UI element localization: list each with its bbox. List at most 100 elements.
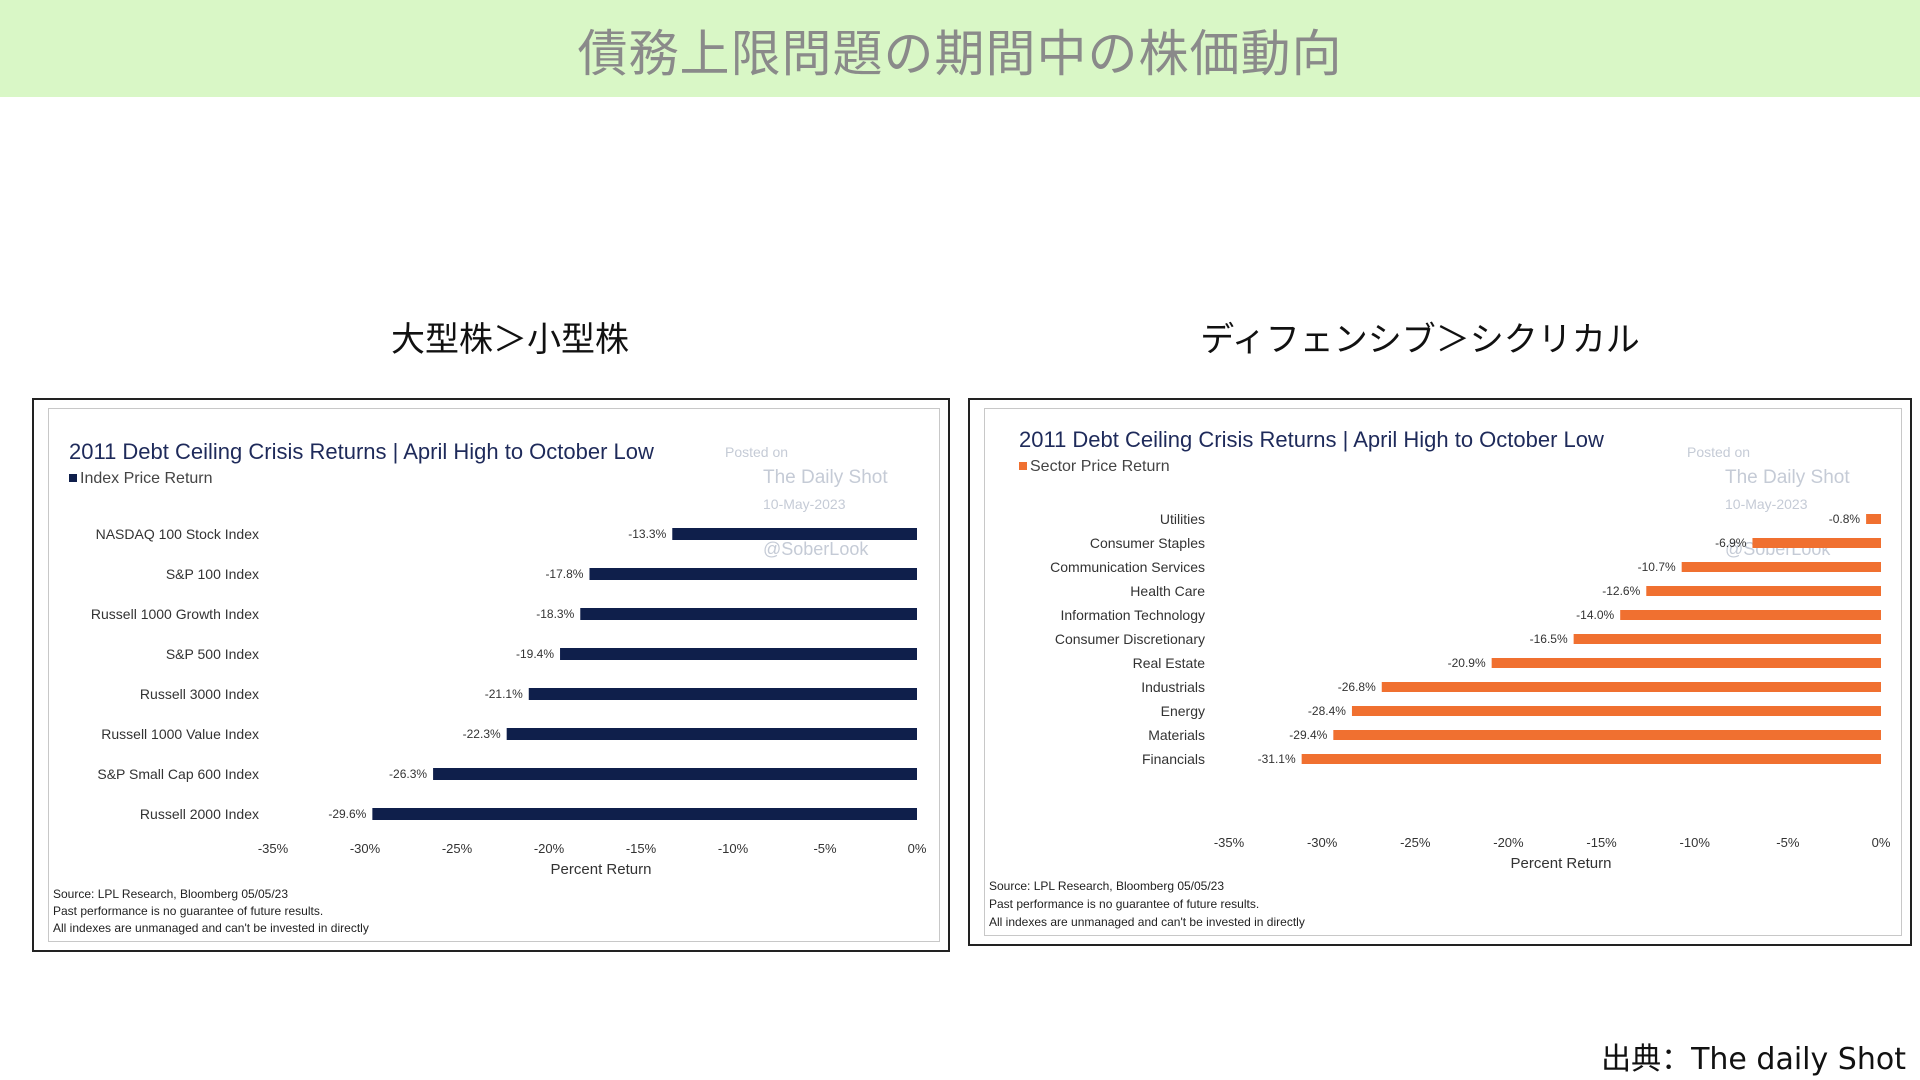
watermark-date: 10-May-2023	[1725, 496, 1808, 512]
category-label: Health Care	[1130, 583, 1205, 599]
bar	[1301, 754, 1881, 764]
bar	[1620, 610, 1881, 620]
watermark-posted: Posted on	[1687, 444, 1750, 460]
data-label: -21.1%	[485, 687, 523, 701]
category-label: Financials	[1142, 751, 1205, 767]
category-label: Industrials	[1141, 679, 1205, 695]
legend-swatch	[1019, 462, 1027, 470]
bar	[560, 648, 917, 660]
x-tick-label: 0%	[908, 841, 927, 856]
bar	[1752, 538, 1881, 548]
source-line-1: Source: LPL Research, Bloomberg 05/05/23	[989, 879, 1225, 893]
category-label: Russell 1000 Value Index	[101, 726, 259, 742]
watermark-posted: Posted on	[725, 444, 788, 460]
x-tick-label: -20%	[534, 841, 565, 856]
x-tick-label: -10%	[1680, 835, 1711, 850]
legend-label: Sector Price Return	[1030, 458, 1170, 475]
right-subtitle: ディフェンシブ＞シクリカル	[1200, 320, 1640, 360]
bar	[1681, 562, 1881, 572]
bar	[372, 808, 917, 820]
category-label: Information Technology	[1061, 607, 1206, 623]
x-tick-label: -25%	[442, 841, 473, 856]
index-returns-chart: 2011 Debt Ceiling Crisis Returns | April…	[69, 439, 927, 878]
x-tick-label: -5%	[1776, 835, 1800, 850]
left-chart-panel: 2011 Debt Ceiling Crisis Returns | April…	[48, 408, 940, 942]
bar	[580, 608, 917, 620]
x-tick-label: -15%	[626, 841, 657, 856]
sector-returns-chart: 2011 Debt Ceiling Crisis Returns | April…	[1019, 427, 1891, 872]
source-line-2: Past performance is no guarantee of futu…	[53, 904, 324, 918]
data-label: -29.4%	[1289, 728, 1327, 742]
x-tick-label: -30%	[350, 841, 381, 856]
title-banner: 債務上限問題の期間中の株価動向	[0, 0, 1920, 97]
category-label: NASDAQ 100 Stock Index	[96, 526, 259, 542]
bar	[506, 728, 917, 740]
x-tick-label: -35%	[258, 841, 289, 856]
chart-title: 2011 Debt Ceiling Crisis Returns | April…	[1019, 427, 1604, 452]
category-label: Russell 2000 Index	[140, 806, 259, 822]
data-label: -22.3%	[463, 727, 501, 741]
bar	[1646, 586, 1881, 596]
bar	[1381, 682, 1881, 692]
bar	[1491, 658, 1881, 668]
bar	[1866, 514, 1881, 524]
source-line-3: All indexes are unmanaged and can't be i…	[53, 921, 369, 935]
watermark-date: 10-May-2023	[763, 496, 846, 512]
category-label: Russell 3000 Index	[140, 686, 259, 702]
legend-label: Index Price Return	[80, 470, 213, 487]
right-chart-frame: 2011 Debt Ceiling Crisis Returns | April…	[968, 398, 1912, 946]
data-label: -6.9%	[1715, 536, 1747, 550]
bar	[589, 568, 917, 580]
watermark-brand: The Daily Shot	[1725, 467, 1850, 488]
category-label: S&P Small Cap 600 Index	[97, 766, 259, 782]
source-credit: 出典：The daily Shot	[1601, 1042, 1906, 1077]
chart-title: 2011 Debt Ceiling Crisis Returns | April…	[69, 439, 654, 464]
x-tick-label: -5%	[813, 841, 837, 856]
x-tick-label: -20%	[1493, 835, 1524, 850]
x-tick-label: -15%	[1586, 835, 1617, 850]
x-tick-label: -10%	[718, 841, 749, 856]
data-label: -10.7%	[1638, 560, 1676, 574]
data-label: -28.4%	[1308, 704, 1346, 718]
category-label: Energy	[1161, 703, 1205, 719]
bar	[1351, 706, 1881, 716]
page-title: 債務上限問題の期間中の株価動向	[577, 25, 1343, 83]
x-tick-label: -35%	[1214, 835, 1245, 850]
data-label: -12.6%	[1602, 584, 1640, 598]
data-label: -31.1%	[1258, 752, 1296, 766]
data-label: -17.8%	[545, 567, 583, 581]
bar	[1573, 634, 1881, 644]
left-chart-frame: 2011 Debt Ceiling Crisis Returns | April…	[32, 398, 950, 952]
bar	[433, 768, 917, 780]
x-axis-label: Percent Return	[1511, 855, 1612, 872]
data-label: -26.8%	[1338, 680, 1376, 694]
data-label: -20.9%	[1448, 656, 1486, 670]
category-label: Russell 1000 Growth Index	[91, 606, 259, 622]
watermark-brand: The Daily Shot	[763, 467, 888, 488]
data-label: -29.6%	[328, 807, 366, 821]
right-chart-panel: 2011 Debt Ceiling Crisis Returns | April…	[984, 408, 1902, 936]
watermark-handle: @SoberLook	[763, 539, 869, 559]
x-tick-label: -30%	[1307, 835, 1338, 850]
x-axis-label: Percent Return	[551, 861, 652, 878]
data-label: -18.3%	[536, 607, 574, 621]
category-label: Utilities	[1160, 511, 1205, 527]
category-label: Real Estate	[1133, 655, 1206, 671]
source-line-2: Past performance is no guarantee of futu…	[989, 897, 1260, 911]
data-label: -26.3%	[389, 767, 427, 781]
legend-swatch	[69, 474, 77, 482]
data-label: -16.5%	[1530, 632, 1568, 646]
category-label: Materials	[1148, 727, 1205, 743]
x-tick-label: 0%	[1872, 835, 1891, 850]
source-line-1: Source: LPL Research, Bloomberg 05/05/23	[53, 887, 289, 901]
x-tick-label: -25%	[1400, 835, 1431, 850]
left-subtitle: 大型株＞小型株	[391, 320, 629, 360]
bar	[528, 688, 917, 700]
category-label: Consumer Staples	[1090, 535, 1205, 551]
data-label: -14.0%	[1576, 608, 1614, 622]
data-label: -19.4%	[516, 647, 554, 661]
source-line-3: All indexes are unmanaged and can't be i…	[989, 915, 1305, 929]
category-label: S&P 500 Index	[166, 646, 259, 662]
category-label: Consumer Discretionary	[1055, 631, 1205, 647]
category-label: Communication Services	[1050, 559, 1205, 575]
